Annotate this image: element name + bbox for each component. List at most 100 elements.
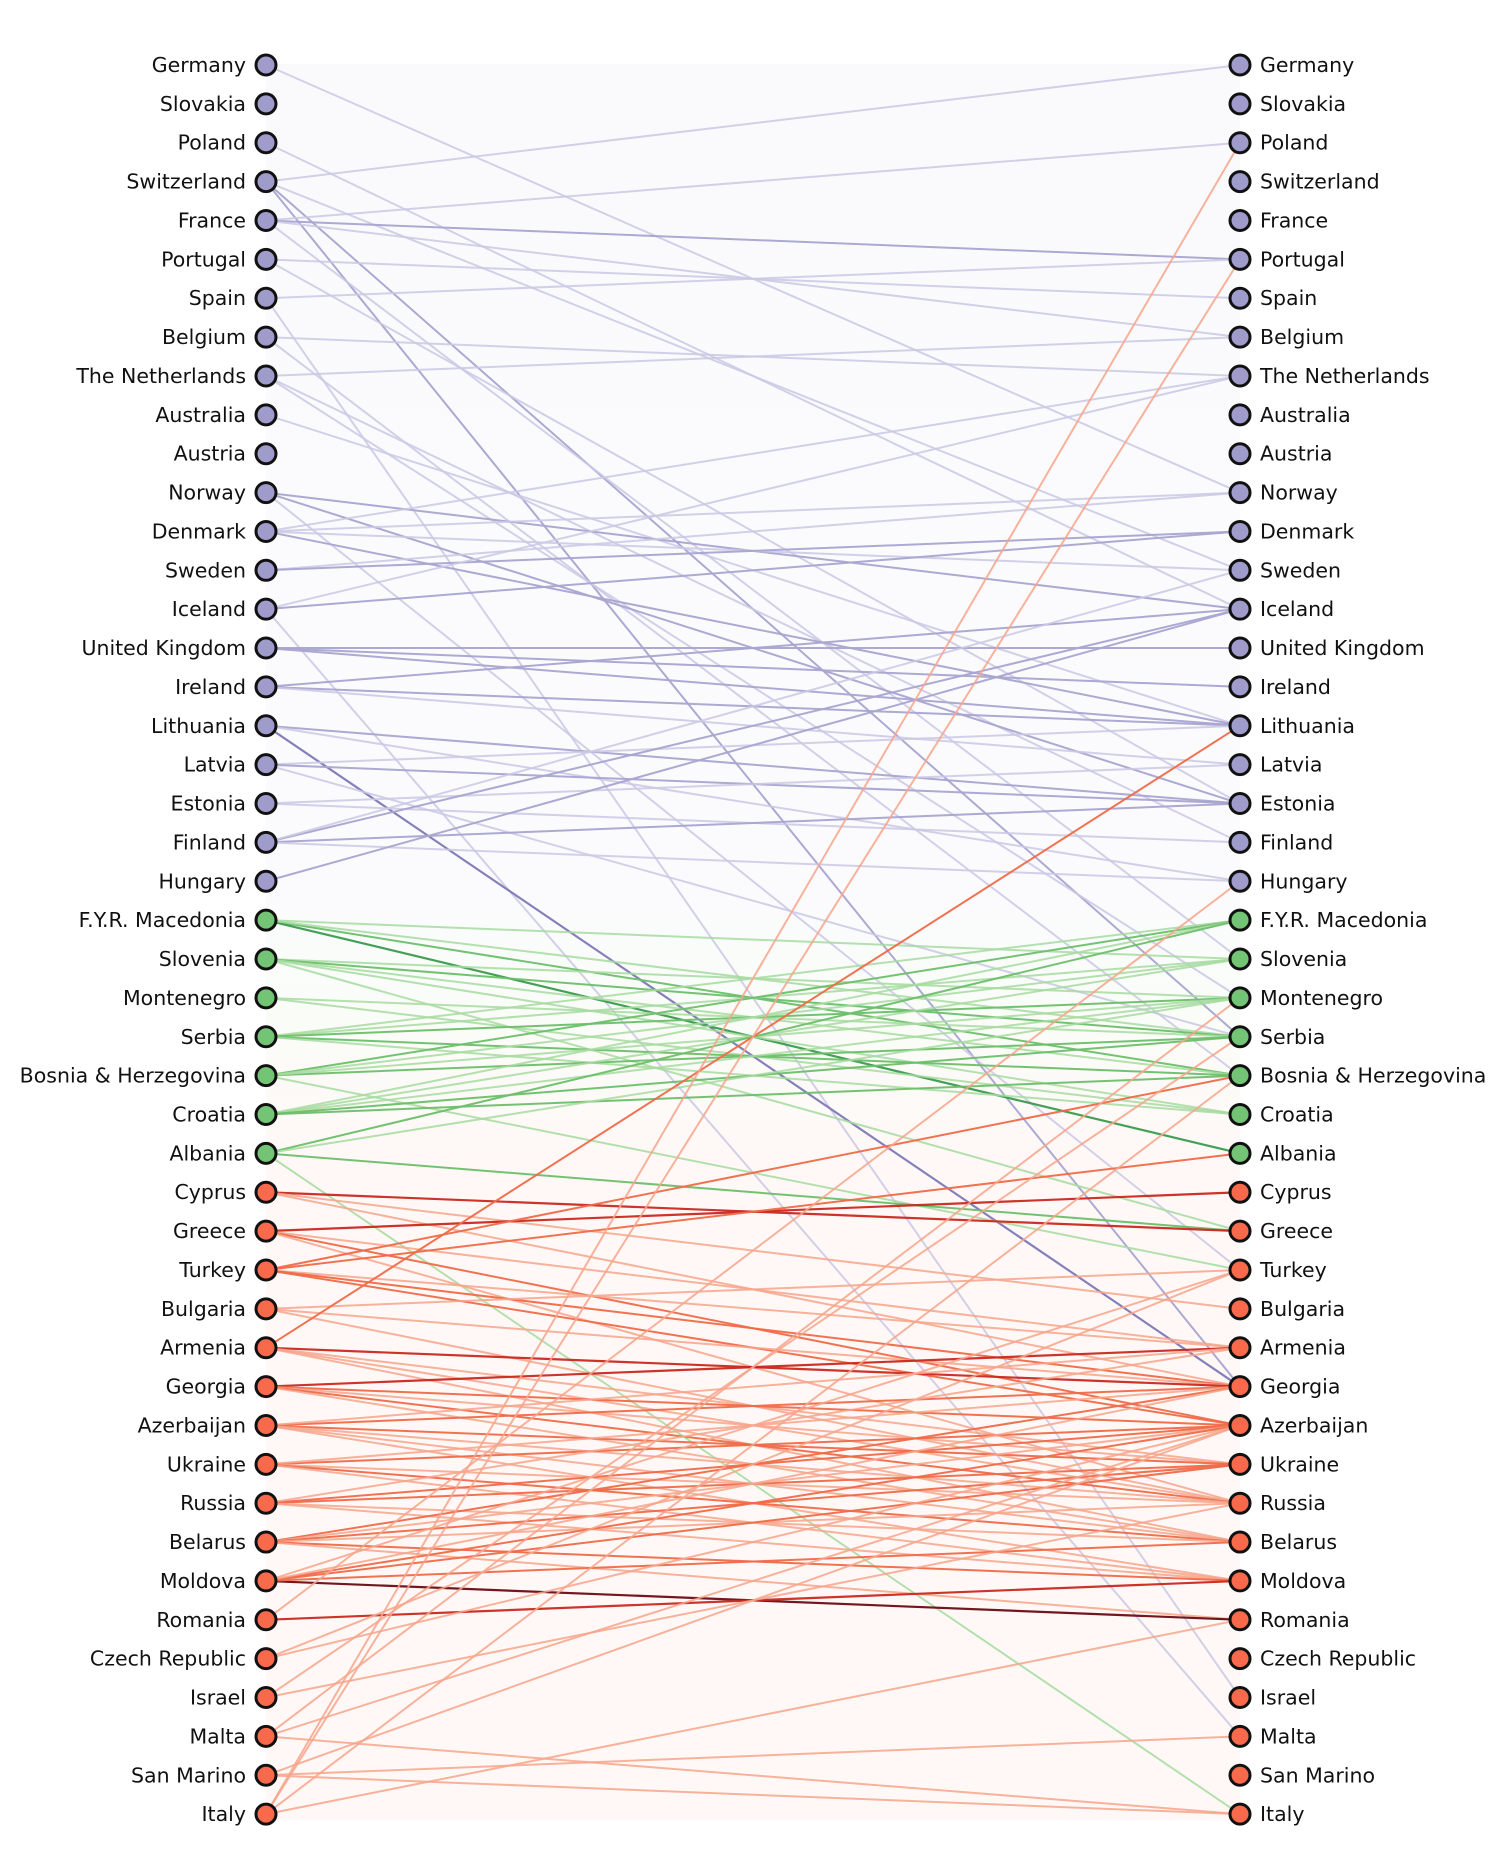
edge-finland-to-sweden	[265, 569, 1241, 844]
left-node-malta	[254, 1724, 278, 1748]
right-label-france: France	[1260, 208, 1328, 232]
left-node-croatia	[254, 1102, 278, 1126]
right-label-sweden: Sweden	[1260, 558, 1341, 582]
edge-malta-to-azerbaijan	[265, 1424, 1241, 1738]
edge-albania-to-greece	[265, 1152, 1241, 1233]
left-label-cyprus: Cyprus	[174, 1180, 246, 1204]
left-node-israel	[254, 1686, 278, 1710]
right-node-albania	[1228, 1141, 1252, 1165]
right-node-turkey	[1228, 1258, 1252, 1282]
right-node-poland	[1228, 131, 1252, 155]
right-node-ukraine	[1228, 1452, 1252, 1476]
left-label-israel: Israel	[190, 1686, 246, 1710]
left-label-denmark: Denmark	[152, 519, 246, 543]
left-node-australia	[254, 403, 278, 427]
left-label-lithuania: Lithuania	[151, 714, 246, 738]
right-label-cyprus: Cyprus	[1260, 1180, 1332, 1204]
left-node-russia	[254, 1491, 278, 1515]
left-node-finland	[254, 830, 278, 854]
edge-czech-republic-to-turkey	[265, 1269, 1241, 1660]
right-label-romania: Romania	[1260, 1608, 1350, 1632]
left-label-san-marino: San Marino	[131, 1763, 246, 1787]
left-label-serbia: Serbia	[181, 1025, 246, 1049]
right-node-switzerland	[1228, 170, 1252, 194]
right-label-armenia: Armenia	[1260, 1336, 1346, 1360]
left-label-estonia: Estonia	[171, 792, 246, 816]
right-node-san-marino	[1228, 1763, 1252, 1787]
right-node-ireland	[1228, 675, 1252, 699]
edge-czech-republic-to-azerbaijan	[265, 1424, 1241, 1660]
edge-turkey-to-albania	[265, 1152, 1241, 1271]
edge-spain-to-portugal	[265, 258, 1241, 300]
right-label-albania: Albania	[1260, 1141, 1337, 1165]
right-label-montenegro: Montenegro	[1260, 986, 1383, 1010]
right-label-russia: Russia	[1260, 1491, 1326, 1515]
edge-bulgaria-to-turkey	[265, 1268, 1241, 1310]
edge-sweden-to-norway	[265, 491, 1241, 572]
edge-romania-to-hungary	[265, 880, 1241, 1621]
edge-moldova-to-turkey	[265, 1269, 1241, 1582]
left-label-croatia: Croatia	[172, 1102, 246, 1126]
left-node-iceland	[254, 597, 278, 621]
edge-iceland-to-denmark	[265, 530, 1241, 611]
left-node-azerbaijan	[254, 1413, 278, 1437]
right-node-romania	[1228, 1608, 1252, 1632]
left-label-italy: Italy	[202, 1802, 246, 1826]
right-node-spain	[1228, 286, 1252, 310]
left-label-germany: Germany	[152, 53, 246, 77]
right-label-united-kingdom: United Kingdom	[1260, 636, 1425, 660]
left-node-montenegro	[254, 986, 278, 1010]
edge-azerbaijan-to-armenia	[265, 1346, 1241, 1427]
right-node-finland	[1228, 830, 1252, 854]
edge-ireland-to-iceland	[265, 608, 1241, 688]
left-node-turkey	[254, 1258, 278, 1282]
left-node-georgia	[254, 1375, 278, 1399]
right-node-germany	[1228, 53, 1252, 77]
edge-united-kingdom-to-ireland	[265, 647, 1241, 688]
right-label-czech-republic: Czech Republic	[1260, 1647, 1416, 1671]
right-label-croatia: Croatia	[1260, 1102, 1334, 1126]
right-node-greece	[1228, 1219, 1252, 1243]
left-label-greece: Greece	[173, 1219, 246, 1243]
left-node-bosnia-and-herzegovina	[254, 1064, 278, 1088]
right-node-iceland	[1228, 597, 1252, 621]
left-label-czech-republic: Czech Republic	[90, 1647, 246, 1671]
edge-lithuania-to-hungary	[265, 724, 1241, 883]
left-label-france: France	[178, 208, 246, 232]
right-node-the-netherlands	[1228, 364, 1252, 388]
left-node-cyprus	[254, 1180, 278, 1204]
right-label-lithuania: Lithuania	[1260, 714, 1355, 738]
right-label-denmark: Denmark	[1260, 519, 1354, 543]
left-node-san-marino	[254, 1763, 278, 1787]
edge-san-marino-to-azerbaijan	[265, 1424, 1241, 1777]
right-label-spain: Spain	[1260, 286, 1317, 310]
left-label-australia: Australia	[155, 403, 246, 427]
right-node-austria	[1228, 442, 1252, 466]
left-node-poland	[254, 131, 278, 155]
right-label-san-marino: San Marino	[1260, 1763, 1375, 1787]
right-node-f-y-r-macedonia	[1228, 908, 1252, 932]
left-label-armenia: Armenia	[160, 1336, 246, 1360]
right-label-portugal: Portugal	[1260, 247, 1345, 271]
edge-croatia-to-f-y-r-macedonia	[265, 919, 1241, 1116]
left-label-belgium: Belgium	[162, 325, 246, 349]
left-label-bulgaria: Bulgaria	[161, 1297, 246, 1321]
edge-albania-to-montenegro	[265, 996, 1241, 1155]
right-node-moldova	[1228, 1569, 1252, 1593]
left-label-iceland: Iceland	[172, 597, 246, 621]
right-label-switzerland: Switzerland	[1260, 170, 1380, 194]
left-label-azerbaijan: Azerbaijan	[138, 1413, 246, 1437]
edge-moldova-to-belarus	[265, 1541, 1241, 1582]
right-label-greece: Greece	[1260, 1219, 1333, 1243]
edge-italy-to-poland	[265, 142, 1241, 1815]
right-label-hungary: Hungary	[1260, 869, 1348, 893]
edge-turkey-to-georgia	[265, 1268, 1241, 1388]
left-label-slovenia: Slovenia	[159, 947, 246, 971]
left-node-bulgaria	[254, 1297, 278, 1321]
left-label-belarus: Belarus	[169, 1530, 246, 1554]
left-node-serbia	[254, 1025, 278, 1049]
edge-malta-to-montenegro	[265, 997, 1241, 1738]
right-node-hungary	[1228, 869, 1252, 893]
edge-the-netherlands-to-belgium	[265, 336, 1241, 377]
right-label-azerbaijan: Azerbaijan	[1260, 1413, 1368, 1437]
